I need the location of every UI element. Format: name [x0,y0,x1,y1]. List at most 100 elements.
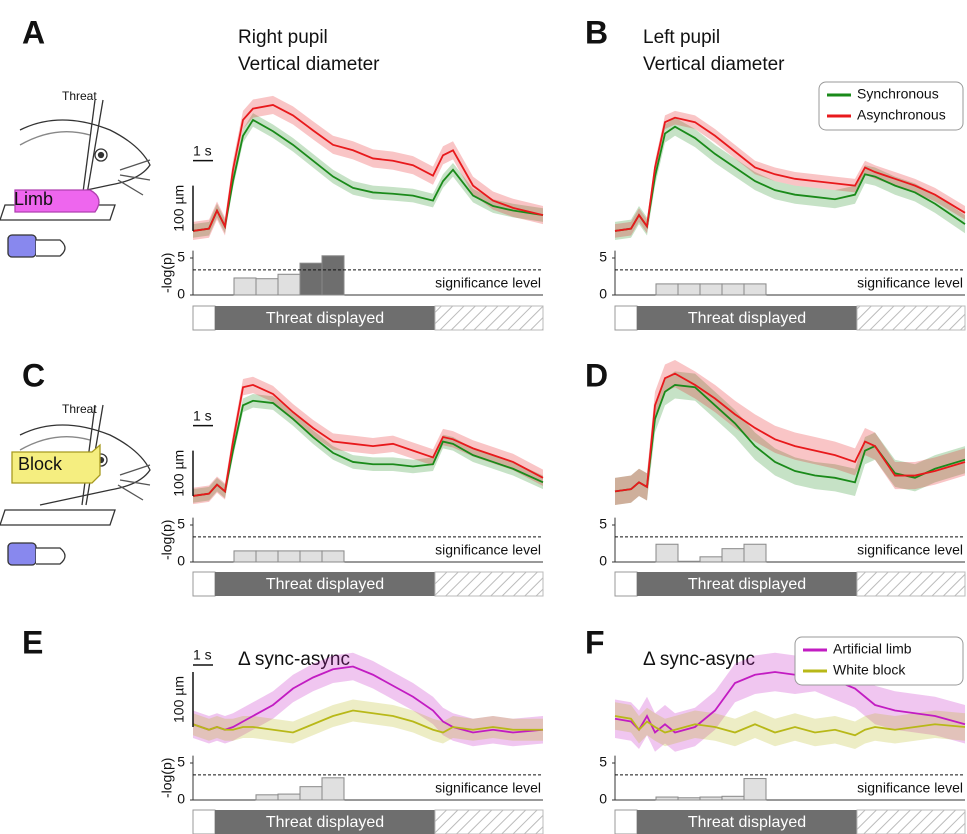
trace-line [614,372,966,493]
legend-label: White block [833,662,906,678]
bar [677,283,701,296]
y-tick-label: 0 [599,553,607,569]
panel-title: Left pupil [643,27,720,48]
pre-event [192,571,216,597]
legend-box [794,636,964,686]
y-tick-label: 0 [177,791,185,807]
mouse-illustration [0,404,151,566]
panel-title: Δ sync-async [238,649,350,670]
panel-label: A [22,14,45,50]
event-label: Threat displayed [688,814,806,831]
bar [655,543,679,563]
event-label: Threat displayed [266,814,384,831]
bar [233,277,257,296]
error-band [193,652,543,747]
scalebar-x-label: 1 s [193,142,212,158]
bar [255,794,279,801]
y-tick-label: 0 [177,286,185,302]
panel-label: F [585,624,605,660]
error-band [615,652,965,752]
event-bar [215,572,435,596]
error-band [615,110,965,238]
event-label: Threat displayed [688,576,806,593]
trace-line [192,104,544,232]
limb-label: Limb [14,189,53,209]
scalebar-y-label: 100 µm [171,450,187,497]
y-tick-label: 5 [177,754,185,770]
legend-box [818,81,964,131]
post-event [856,571,966,597]
y-tick-label: 5 [599,754,607,770]
bar [321,255,345,296]
y-axis-label: -log(p) [159,520,175,560]
bar [299,262,323,296]
bar [743,283,767,296]
trace-line [192,383,544,497]
trace-line [192,709,543,734]
panel-label: B [585,14,608,50]
panel-title: Δ sync-async [643,649,755,670]
bar [321,550,345,563]
pre-event [192,305,216,331]
error-band [615,702,965,749]
event-bar [637,572,857,596]
post-event [856,809,966,834]
y-tick-label: 0 [599,286,607,302]
bar [233,550,257,563]
post-event [434,305,544,331]
error-band [615,117,965,240]
bar [277,793,301,801]
pre-event [192,809,216,834]
significance-label: significance level [857,542,963,558]
bar [299,786,323,801]
y-tick-label: 5 [599,516,607,532]
post-event [434,571,544,597]
event-bar [637,810,857,834]
error-band [193,699,543,744]
panel-label: D [585,357,608,393]
trace-line [614,116,966,232]
panel-title: Vertical diameter [238,54,380,75]
bar [677,797,701,801]
scalebar-x-label: 1 s [193,647,212,663]
event-label: Threat displayed [688,310,806,327]
threat-label: Threat [62,402,97,416]
mouse-illustration [0,99,151,258]
significance-label: significance level [435,542,541,558]
y-axis-label: -log(p) [159,758,175,798]
post-event [856,305,966,331]
bar [321,777,345,801]
scalebar-y-label: 100 µm [171,676,187,723]
bar [721,283,745,296]
significance-label: significance level [857,275,963,291]
bar [699,796,723,801]
pre-event [614,305,638,331]
bar [277,273,301,296]
bar [699,556,723,563]
significance-label: significance level [435,780,541,796]
bar [299,550,323,563]
pre-event [614,809,638,834]
pre-event [614,571,638,597]
error-band [615,360,965,505]
event-label: Threat displayed [266,310,384,327]
error-band [615,371,965,505]
bar [255,550,279,563]
threat-label: Threat [62,89,97,103]
y-axis-label: -log(p) [159,253,175,293]
bar [721,795,745,801]
event-label: Threat displayed [266,576,384,593]
bar [677,560,701,563]
bar [655,796,679,801]
scalebar-y-label: 100 µm [171,185,187,232]
bar [699,283,723,296]
bar [721,548,745,563]
panel-label: C [22,357,45,393]
bar [255,278,279,296]
post-event [434,809,544,834]
block-label: Block [18,454,63,474]
legend-label: Asynchronous [857,107,946,123]
event-bar [215,810,435,834]
